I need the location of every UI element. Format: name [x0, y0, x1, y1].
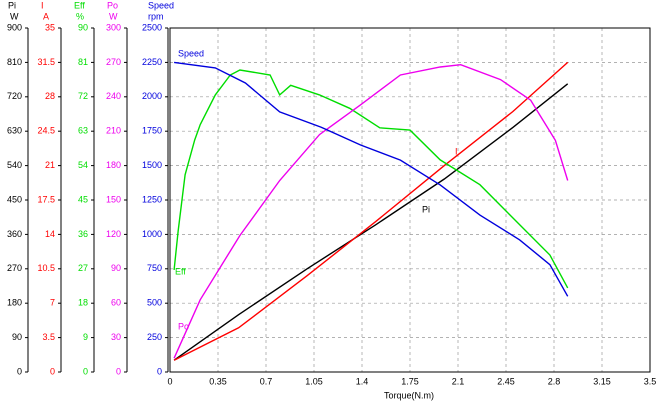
y-tick-label: 3.5 [42, 332, 55, 342]
axis-unit: % [76, 11, 84, 21]
axis-unit: W [10, 11, 19, 21]
y-tick-label: 360 [7, 229, 22, 239]
y-tick-label: 450 [7, 194, 22, 204]
y-tick-label: 810 [7, 57, 22, 67]
x-tick-label: 3.15 [593, 376, 611, 386]
y-tick-label: 0 [116, 366, 121, 376]
y-tick-label: 27 [78, 263, 88, 273]
y-tick-label: 900 [7, 22, 22, 32]
y-tick-label: 1000 [142, 229, 162, 239]
y-tick-label: 90 [12, 332, 22, 342]
series-line [173, 63, 569, 359]
x-tick-label: 2.1 [452, 376, 465, 386]
y-tick-label: 500 [147, 298, 162, 308]
x-tick-label: 0.35 [209, 376, 227, 386]
series-line [173, 61, 569, 361]
y-tick-label: 28 [45, 91, 55, 101]
axis-unit: A [43, 11, 49, 21]
y-tick-label: 72 [78, 91, 88, 101]
y-tick-label: 24.5 [37, 126, 55, 136]
y-tick-label: 31.5 [37, 57, 55, 67]
axis-unit: W [109, 11, 118, 21]
y-tick-label: 7 [50, 298, 55, 308]
x-tick-label: 2.8 [548, 376, 561, 386]
y-tick-label: 63 [78, 126, 88, 136]
y-tick-label: 17.5 [37, 194, 55, 204]
y-tick-label: 14 [45, 229, 55, 239]
y-tick-label: 240 [106, 91, 121, 101]
y-tick-label: 45 [78, 194, 88, 204]
y-tick-label: 54 [78, 160, 88, 170]
y-tick-label: 150 [106, 194, 121, 204]
y-tick-label: 90 [78, 22, 88, 32]
y-tick-label: 9 [83, 332, 88, 342]
series-label: Pi [422, 204, 430, 214]
y-tick-label: 1500 [142, 160, 162, 170]
y-tick-label: 36 [78, 229, 88, 239]
x-tick-label: 3.5 [644, 376, 657, 386]
y-tick-label: 180 [106, 160, 121, 170]
y-tick-label: 1250 [142, 194, 162, 204]
series-label: Eff [175, 266, 186, 276]
y-tick-label: 81 [78, 57, 88, 67]
series-line [173, 69, 569, 289]
series-label: I [455, 146, 458, 156]
axis-name: Eff [74, 0, 85, 10]
y-tick-label: 300 [106, 22, 121, 32]
axis-name: Po [107, 0, 118, 10]
y-tick-label: 270 [106, 57, 121, 67]
y-tick-label: 2500 [142, 22, 162, 32]
axis-unit: rpm [148, 11, 164, 21]
axis-name: Speed [148, 0, 174, 10]
y-tick-label: 270 [7, 263, 22, 273]
y-tick-label: 90 [111, 263, 121, 273]
x-tick-label: 0.7 [260, 376, 273, 386]
y-tick-label: 0 [83, 366, 88, 376]
y-tick-label: 0 [157, 366, 162, 376]
x-tick-label: 1.4 [356, 376, 369, 386]
y-tick-label: 21 [45, 160, 55, 170]
series-line [173, 83, 569, 361]
y-tick-label: 720 [7, 91, 22, 101]
x-tick-label: 2.45 [497, 376, 515, 386]
y-tick-label: 630 [7, 126, 22, 136]
x-tick-label: 0 [167, 376, 172, 386]
y-tick-label: 10.5 [37, 263, 55, 273]
y-tick-label: 0 [17, 366, 22, 376]
series-label: Po [178, 321, 189, 331]
y-tick-label: 180 [7, 298, 22, 308]
y-tick-label: 1750 [142, 126, 162, 136]
axis-name: I [41, 0, 44, 10]
y-tick-label: 120 [106, 229, 121, 239]
y-tick-label: 250 [147, 332, 162, 342]
series-label: Speed [178, 48, 204, 58]
y-tick-label: 30 [111, 332, 121, 342]
axis-name: Pi [8, 0, 16, 10]
plot-frame [169, 27, 651, 373]
y-tick-label: 18 [78, 298, 88, 308]
y-tick-label: 750 [147, 263, 162, 273]
x-axis-label: Torque(N.m) [384, 390, 434, 400]
y-tick-label: 60 [111, 298, 121, 308]
series-line [174, 61, 569, 297]
y-tick-label: 210 [106, 126, 121, 136]
y-tick-label: 35 [45, 22, 55, 32]
y-tick-label: 0 [50, 366, 55, 376]
x-tick-label: 1.75 [401, 376, 419, 386]
y-tick-label: 2250 [142, 57, 162, 67]
y-tick-label: 540 [7, 160, 22, 170]
y-tick-label: 2000 [142, 91, 162, 101]
x-tick-label: 1.05 [305, 376, 323, 386]
